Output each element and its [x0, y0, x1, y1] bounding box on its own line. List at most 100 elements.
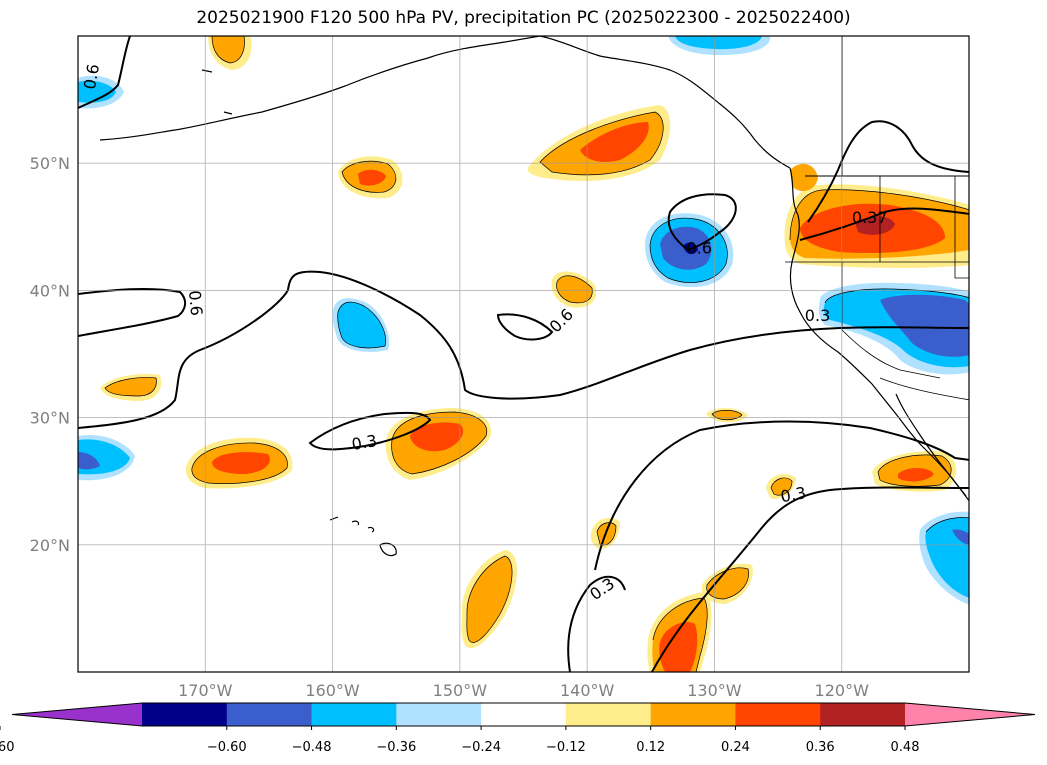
pv-contour [308, 411, 432, 451]
pv-contour [78, 36, 131, 109]
colorbar-extend-high [905, 703, 1035, 726]
colorbar-tick-label: −0.36 [376, 740, 416, 755]
coastline [789, 167, 969, 502]
colorbar-segment [650, 703, 736, 726]
lon-tick-label: 160°W [305, 681, 360, 700]
lat-tick-labels: 50°N 40°N 30°N 20°N [30, 154, 70, 555]
precip-outline [341, 160, 397, 193]
precip-outline [877, 454, 952, 487]
precip-outline [649, 217, 728, 283]
pv-contour-layer [78, 36, 969, 672]
contour-label: 0.6 [686, 238, 711, 257]
contour-label: 0.6 [185, 290, 206, 317]
lon-tick-label: 140°W [560, 681, 615, 700]
coastline [539, 36, 791, 169]
precip-outline [337, 301, 386, 349]
border [841, 262, 941, 379]
precip-negative-blob [952, 529, 969, 545]
pv-contour [594, 420, 969, 571]
precip-negative-blob [78, 80, 116, 103]
island [223, 111, 233, 115]
precip-positive-blob [580, 122, 649, 162]
colorbar-tick-label: −0.48 [292, 740, 332, 755]
precip-negative-blob [675, 36, 762, 50]
precip-positive-blob [556, 275, 593, 303]
lon-tick-label: 120°W [815, 681, 870, 700]
colorbar-tick-label: 0.48 [891, 740, 920, 755]
colorbar-segment [142, 703, 228, 726]
colorbar-outline [11, 702, 1036, 727]
coastline-layer [99, 36, 969, 557]
colorbar-tick-label: 0.60 [0, 740, 14, 755]
colorbar-segment [820, 703, 906, 726]
precip-negative-blob [880, 294, 969, 357]
precip-outline-layer [104, 36, 969, 672]
pv-contour [807, 120, 969, 223]
contour-label: 0.6 [80, 62, 103, 90]
colorbar-segment [481, 703, 567, 726]
precip-outline [104, 377, 157, 397]
border [879, 377, 969, 401]
colorbar-segment [565, 703, 652, 726]
lon-tick-label: 170°W [178, 681, 233, 700]
precip-positive-blob [105, 377, 157, 396]
colorbar-segment [735, 703, 821, 726]
pv-contour [496, 313, 554, 341]
precip-negative-blob [78, 452, 100, 470]
precip-outline [925, 517, 969, 533]
colorbar-segment [396, 703, 482, 726]
precip-positive-blob [466, 556, 513, 643]
pv-contour [667, 193, 737, 252]
pv-contour [567, 575, 626, 672]
pv-contour [78, 287, 186, 337]
precip-positive-blob [790, 163, 818, 192]
island [351, 520, 360, 526]
precip-outline [824, 288, 969, 304]
coastline [99, 36, 541, 141]
pv-contour [651, 486, 969, 672]
precip-outline [711, 410, 743, 421]
precip-positive-blob [706, 567, 749, 599]
contour-label: 0.3 [350, 431, 378, 454]
colorbar-tick-label: −0.12 [546, 740, 586, 755]
colorbar-segment [311, 703, 397, 726]
precip-positive-blob [212, 452, 270, 474]
precip-positive-blob [358, 169, 386, 186]
map-frame [77, 35, 970, 673]
island [201, 69, 213, 73]
precip-positive-blob [212, 36, 245, 63]
precip-outline [789, 189, 969, 241]
island [367, 526, 375, 533]
precip-outline [191, 442, 288, 484]
chart-title: 2025021900 F120 500 hPa PV, precipitatio… [196, 8, 851, 28]
contour-label: 0.3 [779, 483, 807, 506]
map-area [78, 36, 969, 672]
contour-label: 0.3 [805, 306, 830, 325]
lon-tick-label: 150°W [433, 681, 488, 700]
colorbar-tick-label: −0.24 [461, 740, 501, 755]
lat-tick-label: 40°N [30, 281, 70, 300]
precip-negative-blob [337, 302, 386, 348]
lat-tick-label: 30°N [30, 409, 70, 428]
gridlines [78, 36, 969, 672]
contour-label: 0.37 [852, 208, 888, 227]
colorbar [11, 702, 1036, 727]
colorbar-tick-label: −0.60 [207, 740, 247, 755]
lon-tick-labels: 170°W 160°W 150°W 140°W 130°W 120°W [178, 681, 869, 700]
island [329, 516, 339, 521]
precip-outline [211, 36, 245, 64]
precip-positive-blob [898, 468, 934, 482]
precip-outline [391, 411, 488, 475]
pv-contour [799, 207, 969, 241]
lat-tick-label: 50°N [30, 154, 70, 173]
colorbar-segment [226, 703, 313, 726]
precip-positive-blob [410, 422, 464, 452]
colorbar-tick-label: 0.12 [636, 740, 665, 755]
precip-positive-blob [771, 477, 792, 496]
pv-contour [78, 270, 969, 429]
colorbar-tick-labels: −0.60 −0.48 −0.36 −0.24 −0.12 0.12 0.24 0.36 0.4… [0, 726, 919, 755]
colorbar-tick-label: 0.24 [721, 740, 750, 755]
colorbar-extend-low [12, 703, 142, 726]
coastline [895, 393, 967, 497]
